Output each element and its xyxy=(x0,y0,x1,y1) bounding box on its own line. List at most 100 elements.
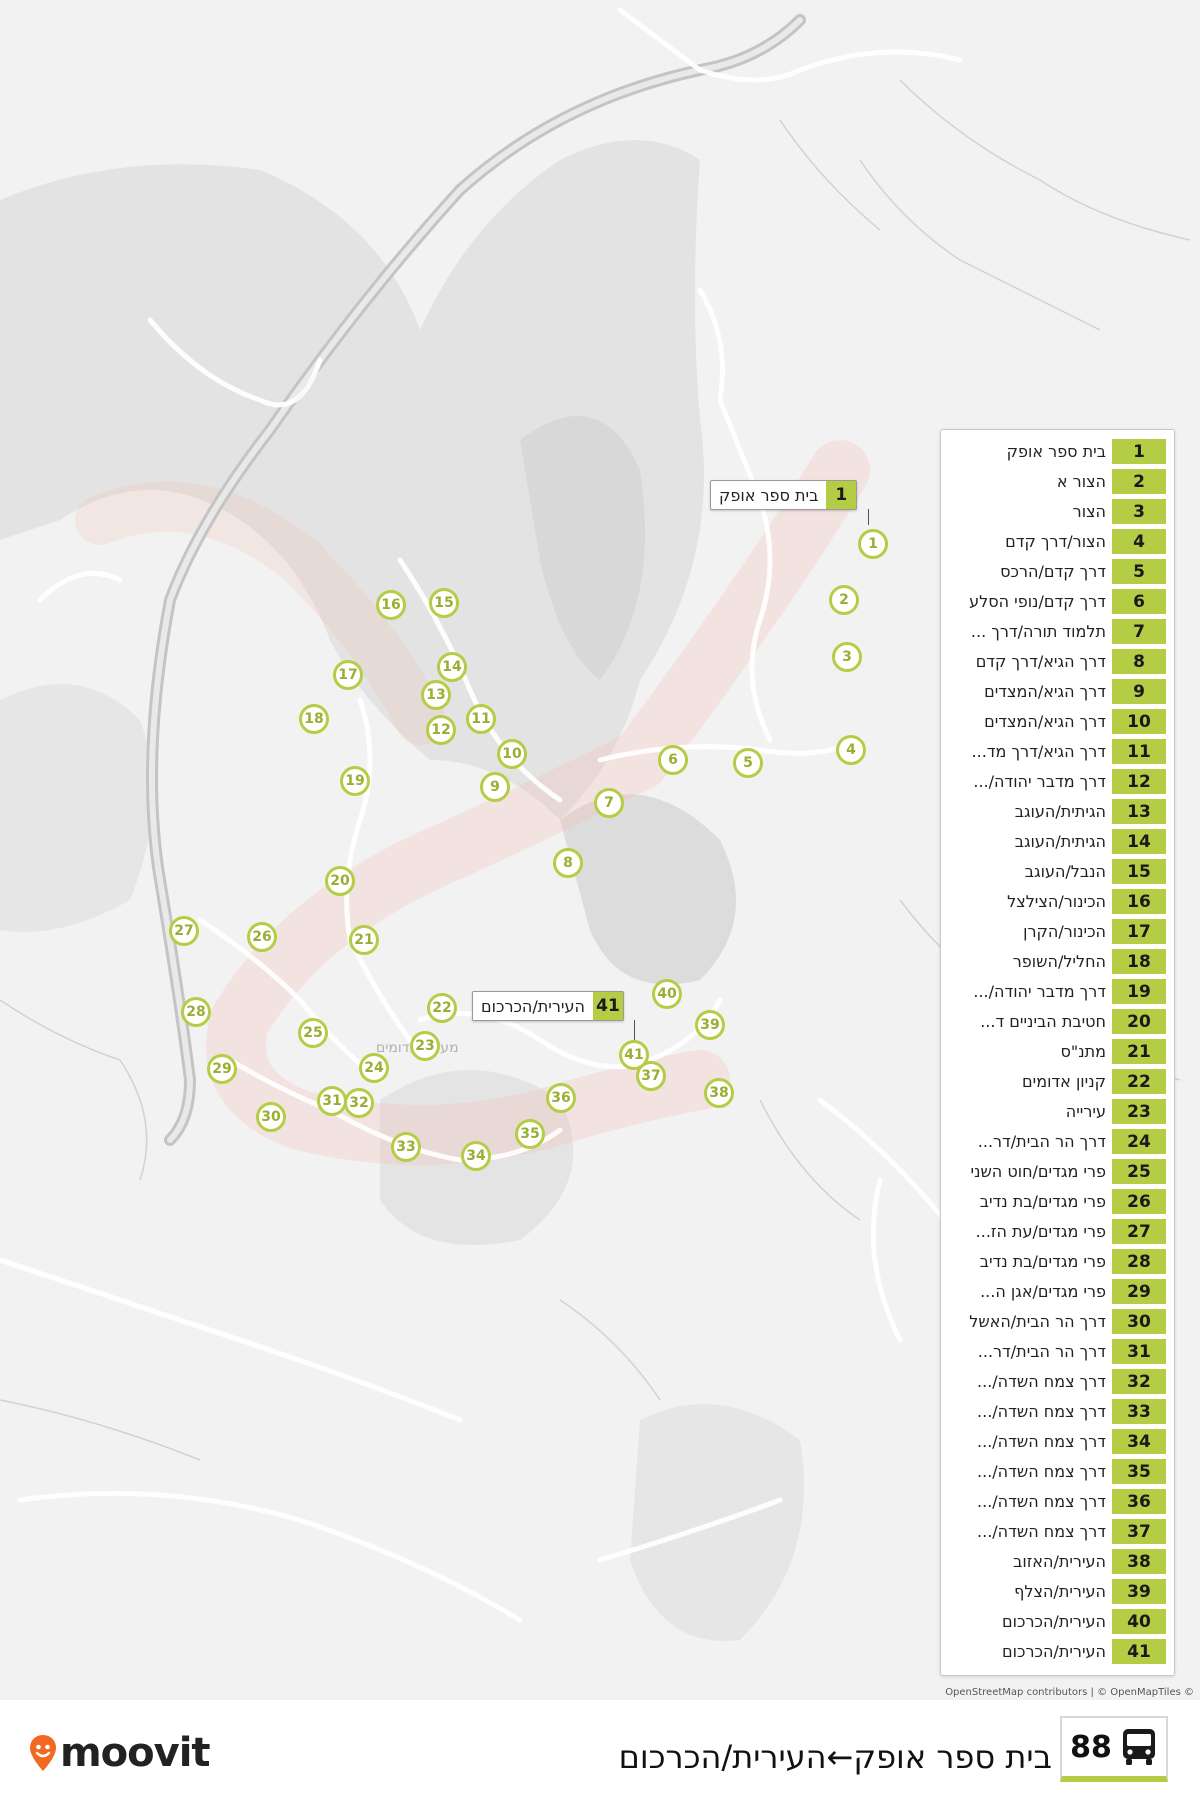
legend-stop-name: דרך הגיא/דרך קדם xyxy=(975,652,1106,671)
legend-row[interactable]: דרך הר הבית/האשל 30 xyxy=(941,1307,1174,1334)
legend-stop-number: 33 xyxy=(1112,1399,1166,1424)
legend-row[interactable]: הצור/דרך קדם 4 xyxy=(941,527,1174,554)
stop-marker[interactable]: 18 xyxy=(299,704,329,734)
legend-row[interactable]: דרך הר הבית/דר... 31 xyxy=(941,1337,1174,1364)
legend-row[interactable]: מתנ"ס 21 xyxy=(941,1037,1174,1064)
stop-marker[interactable]: 25 xyxy=(298,1018,328,1048)
legend-row[interactable]: דרך קדם/נופי הסלע 6 xyxy=(941,587,1174,614)
legend-row[interactable]: דרך הגיא/דרך מד... 11 xyxy=(941,737,1174,764)
stop-marker[interactable]: 28 xyxy=(181,997,211,1027)
stop-marker[interactable]: 41 xyxy=(619,1040,649,1070)
stop-marker[interactable]: 40 xyxy=(652,979,682,1009)
stop-marker[interactable]: 22 xyxy=(427,993,457,1023)
stop-marker[interactable]: 17 xyxy=(333,660,363,690)
legend-row[interactable]: דרך הגיא/המצדים 10 xyxy=(941,707,1174,734)
legend-row[interactable]: הכינור/הצילצל 16 xyxy=(941,887,1174,914)
legend-row[interactable]: פרי מגדים/אגן ה... 29 xyxy=(941,1277,1174,1304)
stop-marker[interactable]: 8 xyxy=(553,848,583,878)
legend-row[interactable]: דרך צמח השדה/... 32 xyxy=(941,1367,1174,1394)
legend-row[interactable]: דרך הגיא/המצדים 9 xyxy=(941,677,1174,704)
stop-marker[interactable]: 14 xyxy=(437,652,467,682)
legend-stop-name: דרך הר הבית/האשל xyxy=(969,1312,1106,1331)
legend-row[interactable]: העירית/הצלף 39 xyxy=(941,1577,1174,1604)
stop-marker[interactable]: 12 xyxy=(426,715,456,745)
stop-marker[interactable]: 39 xyxy=(695,1010,725,1040)
legend-stop-name: דרך קדם/נופי הסלע xyxy=(969,592,1106,611)
stop-marker[interactable]: 15 xyxy=(429,588,459,618)
map-area[interactable]: בית ספר אופק 1 העירית/הכרכום 41 מעלה אדו… xyxy=(0,0,1200,1700)
legend-row[interactable]: הצור א 2 xyxy=(941,467,1174,494)
stop-marker[interactable]: 19 xyxy=(340,766,370,796)
stop-marker[interactable]: 1 xyxy=(858,529,888,559)
legend-row[interactable]: הצור 3 xyxy=(941,497,1174,524)
stop-marker[interactable]: 5 xyxy=(733,748,763,778)
stop-marker[interactable]: 36 xyxy=(546,1083,576,1113)
stop-marker[interactable]: 26 xyxy=(247,922,277,952)
stop-marker[interactable]: 31 xyxy=(317,1086,347,1116)
stop-marker[interactable]: 20 xyxy=(325,866,355,896)
legend-row[interactable]: הנבל/העוגב 15 xyxy=(941,857,1174,884)
legend-row[interactable]: דרך מדבר יהודה/... 19 xyxy=(941,977,1174,1004)
stop-marker[interactable]: 21 xyxy=(349,925,379,955)
stop-marker[interactable]: 35 xyxy=(515,1119,545,1149)
legend-row[interactable]: הגיתית/העוגב 13 xyxy=(941,797,1174,824)
map-attribution[interactable]: OpenStreetMap contributors | © OpenMapTi… xyxy=(945,1687,1194,1698)
stop-marker[interactable]: 6 xyxy=(658,745,688,775)
stop-marker[interactable]: 11 xyxy=(466,704,496,734)
stop-marker[interactable]: 24 xyxy=(359,1053,389,1083)
legend-row[interactable]: דרך צמח השדה/... 34 xyxy=(941,1427,1174,1454)
legend-row[interactable]: חטיבת הביניים ד... 20 xyxy=(941,1007,1174,1034)
stop-marker[interactable]: 13 xyxy=(421,680,451,710)
stop-callout-start[interactable]: בית ספר אופק 1 xyxy=(710,480,858,510)
stop-callout-end[interactable]: העירית/הכרכום 41 xyxy=(472,991,624,1021)
stop-marker[interactable]: 32 xyxy=(344,1088,374,1118)
legend-row[interactable]: דרך צמח השדה/... 35 xyxy=(941,1457,1174,1484)
stop-marker[interactable]: 33 xyxy=(391,1132,421,1162)
legend-stop-number: 39 xyxy=(1112,1579,1166,1604)
legend-row[interactable]: העירית/הכרכום 40 xyxy=(941,1607,1174,1634)
legend-row[interactable]: דרך הגיא/דרך קדם 8 xyxy=(941,647,1174,674)
legend-stop-name: העירית/הצלף xyxy=(1014,1582,1106,1601)
legend-row[interactable]: בית ספר אופק 1 xyxy=(941,437,1174,464)
stop-marker[interactable]: 9 xyxy=(480,772,510,802)
legend-row[interactable]: קניון אדומים 22 xyxy=(941,1067,1174,1094)
legend-row[interactable]: עירייה 23 xyxy=(941,1097,1174,1124)
legend-row[interactable]: הגיתית/העוגב 14 xyxy=(941,827,1174,854)
legend-row[interactable]: דרך צמח השדה/... 33 xyxy=(941,1397,1174,1424)
stop-marker[interactable]: 16 xyxy=(376,590,406,620)
legend-row[interactable]: דרך מדבר יהודה/... 12 xyxy=(941,767,1174,794)
stop-marker[interactable]: 2 xyxy=(829,585,859,615)
stop-marker[interactable]: 10 xyxy=(497,739,527,769)
legend-row[interactable]: פרי מגדים/עת הז... 27 xyxy=(941,1217,1174,1244)
legend-row[interactable]: העירית/הכרכום 41 xyxy=(941,1637,1174,1664)
legend-stop-number: 41 xyxy=(1112,1639,1166,1664)
legend-stop-number: 28 xyxy=(1112,1249,1166,1274)
legend-row[interactable]: דרך צמח השדה/... 36 xyxy=(941,1487,1174,1514)
legend-row[interactable]: תלמוד תורה/דרך ... 7 xyxy=(941,617,1174,644)
stop-marker[interactable]: 34 xyxy=(461,1141,491,1171)
legend-stop-name: דרך מדבר יהודה/... xyxy=(973,982,1106,1001)
legend-row[interactable]: דרך הר הבית/דר... 24 xyxy=(941,1127,1174,1154)
legend-row[interactable]: פרי מגדים/בת נדיב 28 xyxy=(941,1247,1174,1274)
legend-stop-number: 6 xyxy=(1112,589,1166,614)
stop-marker[interactable]: 29 xyxy=(207,1054,237,1084)
legend-row[interactable]: העירית/האזוב 38 xyxy=(941,1547,1174,1574)
stop-marker[interactable]: 38 xyxy=(704,1078,734,1108)
stop-marker[interactable]: 3 xyxy=(832,642,862,672)
legend-row[interactable]: הכינור/הקרן 17 xyxy=(941,917,1174,944)
legend-stop-name: הנבל/העוגב xyxy=(1024,862,1106,881)
legend-row[interactable]: דרך קדם/הרכס 5 xyxy=(941,557,1174,584)
legend-row[interactable]: החליל/השופר 18 xyxy=(941,947,1174,974)
callout-stop-name: העירית/הכרכום xyxy=(481,996,585,1016)
stop-marker[interactable]: 30 xyxy=(256,1102,286,1132)
stop-marker[interactable]: 37 xyxy=(636,1061,666,1091)
stop-marker[interactable]: 23 xyxy=(410,1031,440,1061)
legend-row[interactable]: פרי מגדים/חוט השני 25 xyxy=(941,1157,1174,1184)
legend-row[interactable]: פרי מגדים/בת נדיב 26 xyxy=(941,1187,1174,1214)
stop-marker[interactable]: 27 xyxy=(169,916,199,946)
moovit-logo[interactable]: moovit xyxy=(28,1732,211,1774)
route-badge[interactable]: 88 xyxy=(1060,1716,1168,1782)
stop-marker[interactable]: 7 xyxy=(594,788,624,818)
stop-marker[interactable]: 4 xyxy=(836,735,866,765)
legend-row[interactable]: דרך צמח השדה/... 37 xyxy=(941,1517,1174,1544)
